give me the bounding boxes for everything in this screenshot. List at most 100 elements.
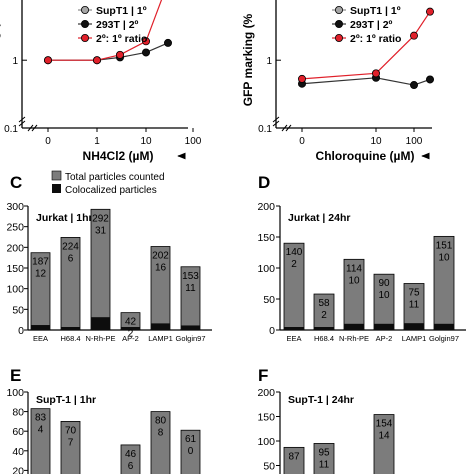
- bar-colocalized: [284, 327, 304, 330]
- data-label-colocalized: 2: [321, 310, 327, 321]
- legend-marker: [334, 6, 343, 14]
- y-tick-label: 0: [269, 325, 275, 337]
- data-label-total: 87: [288, 451, 300, 462]
- data-label-total: 83: [35, 413, 47, 424]
- data-label-colocalized: 6: [68, 253, 74, 264]
- data-label-colocalized: 16: [155, 263, 167, 274]
- y-tick-label: 80: [12, 407, 24, 419]
- axis-break: [272, 116, 280, 127]
- legend-marker: [334, 19, 343, 28]
- category-label: LAMP1: [148, 334, 173, 343]
- legend-swatch-colocalized: [52, 184, 61, 193]
- chart-title: SupT-1 | 1hr: [36, 394, 96, 406]
- x-tick-label: 100: [185, 136, 202, 147]
- data-label-colocalized: 11: [409, 300, 420, 311]
- bar-total: [30, 408, 51, 474]
- legend-marker: [81, 19, 90, 28]
- data-point: [425, 75, 434, 84]
- data-point: [409, 31, 418, 40]
- data-label-total: 42: [125, 317, 137, 328]
- legend-label: SupT1 | 1º: [96, 5, 147, 17]
- y-tick-label: 150: [257, 412, 275, 424]
- bar-total: [150, 411, 171, 474]
- category-label: AP-2: [122, 334, 139, 343]
- x-tick-label: 10: [140, 136, 152, 147]
- axis-break: [18, 116, 26, 127]
- y-tick-label: 20: [12, 465, 24, 474]
- data-label-total: 61: [185, 434, 197, 445]
- y-tick-label: 0.1: [258, 124, 272, 135]
- category-label: Golgin97: [429, 334, 459, 343]
- panel-letter: D: [258, 173, 270, 192]
- data-label-colocalized: 10: [378, 290, 390, 301]
- data-label-total: 153: [182, 271, 199, 282]
- y-tick-label: 200: [257, 201, 275, 213]
- bar-colocalized: [374, 323, 394, 330]
- data-label-total: 224: [62, 241, 79, 252]
- bar-colocalized: [151, 323, 170, 330]
- chart-title: Jurkat | 24hr: [288, 212, 350, 224]
- bar-colocalized: [404, 323, 424, 330]
- panel-letter: C: [10, 173, 22, 192]
- data-label-colocalized: 6: [128, 461, 134, 472]
- y-tick-label: 100: [6, 387, 24, 399]
- data-point: [409, 81, 418, 90]
- data-label-colocalized: 2: [128, 329, 134, 340]
- series-line-black: [301, 77, 431, 86]
- category-label: LAMP1: [402, 334, 427, 343]
- data-label-colocalized: 10: [438, 252, 450, 263]
- data-label-colocalized: 10: [348, 275, 360, 286]
- data-label-colocalized: 31: [95, 225, 107, 236]
- data-label-total: 95: [318, 447, 330, 458]
- data-point: [141, 48, 150, 57]
- y-axis-label: GFP marking (%: [241, 13, 255, 106]
- y-tick-label: 150: [6, 263, 24, 275]
- data-label-colocalized: 11: [185, 283, 196, 294]
- axis-break: [281, 124, 292, 132]
- x-tick-label: 100: [406, 136, 423, 147]
- category-label: H68.4: [60, 334, 80, 343]
- data-point: [163, 38, 172, 47]
- y-tick-label: 1: [266, 56, 272, 67]
- data-point: [116, 50, 125, 59]
- data-label-colocalized: 14: [378, 431, 390, 442]
- bar-colocalized: [121, 327, 140, 330]
- data-point: [371, 69, 380, 78]
- y-tick-label: 100: [257, 436, 275, 448]
- chart-title: Jurkat | 1hr: [36, 212, 93, 224]
- data-label-total: 80: [155, 416, 167, 427]
- bar-colocalized: [91, 317, 110, 330]
- data-label-total: 90: [378, 278, 390, 289]
- legend-label: Colocalized particles: [65, 185, 157, 196]
- y-tick-label: 150: [257, 232, 275, 244]
- category-label: N-Rh-PE: [339, 334, 369, 343]
- category-label: H68.4: [314, 334, 334, 343]
- y-tick-label: 250: [6, 222, 24, 234]
- legend-label: Total particles counted: [65, 172, 165, 183]
- x-tick-label: 0: [45, 136, 51, 147]
- category-label: N-Rh-PE: [85, 334, 115, 343]
- data-point: [141, 37, 150, 46]
- series-line-red: [301, 11, 431, 80]
- bar-colocalized: [314, 327, 334, 330]
- y-tick-label: 0: [18, 325, 24, 337]
- data-point: [44, 56, 53, 65]
- data-label-colocalized: 2: [291, 259, 297, 270]
- data-label-total: 75: [408, 288, 420, 299]
- data-label-total: 140: [286, 247, 303, 258]
- legend-marker: [81, 6, 90, 14]
- category-label: EEA: [286, 334, 301, 343]
- data-label-colocalized: 7: [68, 437, 74, 448]
- legend-marker: [334, 34, 343, 43]
- y-tick-label: 200: [6, 242, 24, 254]
- category-label: AP-2: [376, 334, 393, 343]
- y-tick-label: 300: [6, 201, 24, 213]
- bar-total: [373, 414, 395, 474]
- legend-label: SupT1 | 1º: [350, 5, 401, 17]
- data-label-total: 154: [376, 419, 393, 430]
- data-label-total: 46: [125, 449, 137, 460]
